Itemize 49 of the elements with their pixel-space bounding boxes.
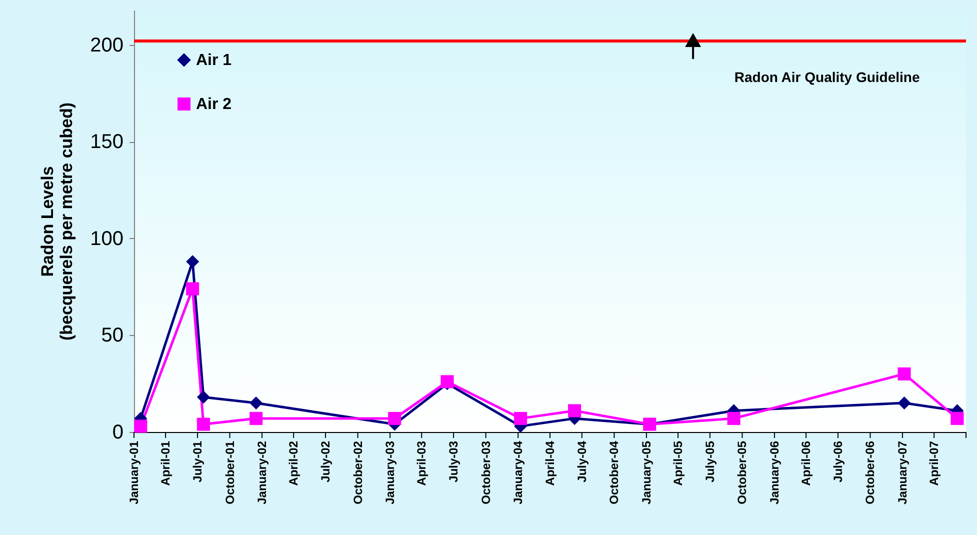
x-tick-label: April-07	[927, 440, 942, 486]
y-tick-label: 150	[90, 131, 124, 154]
x-tick-label: April-04	[543, 440, 557, 486]
point	[196, 390, 210, 404]
legend-label: Air 1	[196, 52, 232, 69]
x-tick-label: July-02	[318, 440, 333, 482]
x-tick-label: April-02	[286, 440, 301, 486]
x-tick-label: January-04	[511, 440, 526, 504]
x-tick-label: October-01	[222, 440, 237, 504]
point	[898, 396, 911, 410]
point	[196, 418, 210, 431]
x-tick-label: January-05	[639, 440, 654, 504]
x-tick-label: January-06	[767, 440, 782, 504]
x-tick-label: October-03	[478, 440, 493, 504]
point	[134, 420, 148, 433]
x-tick-label: July-01	[190, 440, 204, 482]
point	[727, 412, 740, 425]
point	[514, 412, 528, 425]
x-tick-label: January-01	[127, 440, 141, 504]
legend-label: Air 2	[196, 96, 232, 113]
x-tick-label: January-07	[896, 440, 910, 504]
x-tick-label: October-05	[735, 440, 750, 504]
x-tick-label: April-03	[414, 440, 429, 486]
point	[186, 255, 200, 268]
x-tick-label: July-04	[574, 440, 589, 482]
x-tick-label: April-05	[671, 440, 686, 486]
x-tick-label: July-05	[702, 440, 717, 482]
y-tick-label: 200	[90, 34, 124, 56]
y-tick-label: 100	[90, 228, 124, 250]
y-tick-label: 0	[112, 422, 124, 444]
x-tick-label: October-06	[863, 440, 878, 504]
point	[250, 412, 263, 425]
x-tick-label: April-06	[799, 440, 814, 486]
ref-line-label: Radon Air Quality Guideline	[734, 68, 920, 85]
x-tick-label: July-06	[830, 440, 845, 482]
x-tick-label: January-02	[255, 440, 270, 504]
x-tick-label: October-04	[607, 440, 622, 504]
y-axis-title: Radon Levels (becquerels per metre cubed)	[38, 102, 76, 341]
y-tick-label: 50	[101, 324, 124, 347]
x-tick-label: April-01	[158, 440, 173, 486]
x-tick-label: October-02	[350, 440, 365, 504]
point	[898, 367, 911, 380]
point	[388, 412, 402, 425]
point	[186, 282, 200, 296]
point	[568, 404, 582, 418]
point	[950, 412, 964, 425]
point	[250, 396, 263, 410]
x-tick-label: January-03	[383, 440, 398, 504]
x-tick-label: July-03	[446, 440, 461, 482]
